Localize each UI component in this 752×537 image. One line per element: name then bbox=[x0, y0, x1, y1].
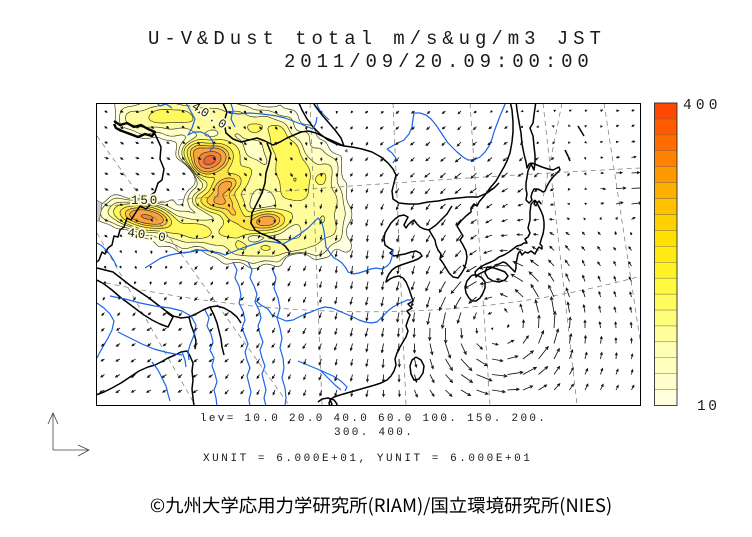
svg-text:XUNIT = 6.000E+01, YUNIT = 6.0: XUNIT = 6.000E+01, YUNIT = 6.000E+01 bbox=[203, 453, 532, 465]
svg-text:10: 10 bbox=[697, 399, 719, 415]
svg-text:400: 400 bbox=[683, 98, 722, 114]
svg-text:2011/09/20.09:00:00: 2011/09/20.09:00:00 bbox=[284, 51, 594, 73]
svg-text:300. 400.: 300. 400. bbox=[334, 427, 414, 439]
svg-text:lev= 10.0 20.0 40.0 60.0 100.: lev= 10.0 20.0 40.0 60.0 100. 150. 200. bbox=[200, 413, 547, 425]
svg-text:150: 150 bbox=[131, 194, 159, 208]
svg-text:U-V&Dust total m/s&ug/m3 JST: U-V&Dust total m/s&ug/m3 JST bbox=[148, 28, 606, 50]
